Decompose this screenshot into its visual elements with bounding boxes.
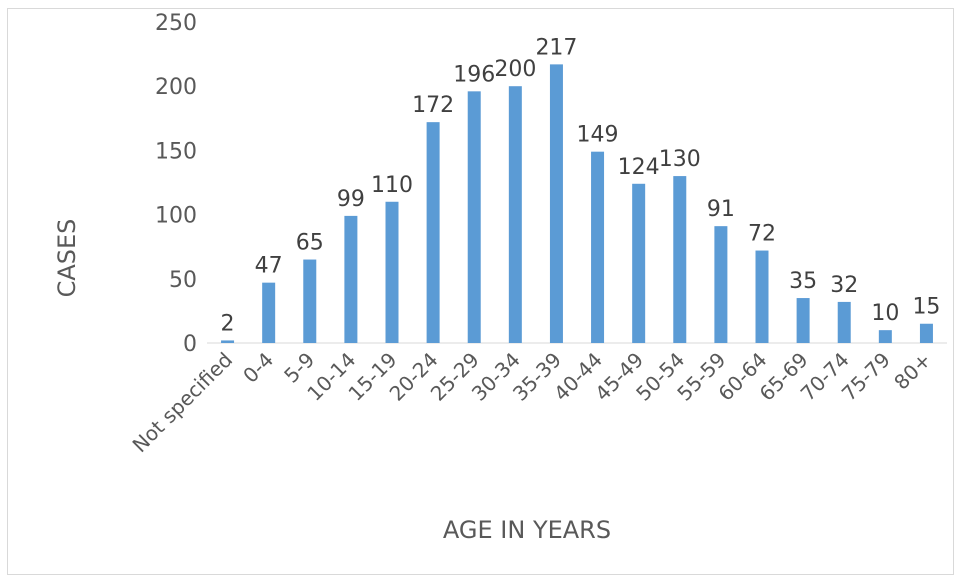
y-axis-ticks: 0 50 100 150 200 250: [155, 11, 197, 357]
bar: [837, 301, 851, 343]
bar: [714, 226, 728, 343]
y-tick-label: 100: [155, 204, 197, 229]
bar: [755, 250, 769, 343]
data-label: 47: [255, 254, 283, 279]
y-tick-label: 250: [155, 11, 197, 36]
data-label: 196: [453, 62, 495, 87]
bar: [303, 259, 317, 343]
bar: [919, 323, 933, 343]
x-axis-ticks: Not specified 0-4 5-910-1415-1920-2425-293…: [128, 348, 936, 458]
data-label: 72: [748, 222, 776, 247]
bar: [796, 298, 810, 343]
data-label: 2: [221, 311, 235, 336]
bar: [221, 340, 235, 343]
x-axis-title: AGE IN YEARS: [443, 516, 611, 544]
y-tick-label: 50: [169, 268, 197, 293]
x-tick-label: Not specified: [128, 348, 238, 458]
bar: [878, 330, 892, 343]
bar: [591, 151, 605, 343]
bar: [426, 122, 440, 343]
bar: [508, 86, 522, 343]
y-axis-title: CASES: [53, 219, 81, 298]
data-label: 200: [494, 57, 536, 82]
data-label: 65: [296, 231, 324, 256]
x-tick-label: 80+: [889, 348, 936, 395]
y-tick-label: 200: [155, 75, 197, 100]
bars: [221, 64, 933, 343]
data-label: 91: [707, 197, 735, 222]
data-label: 149: [577, 123, 619, 148]
x-tick-label: 0-4: [238, 348, 278, 388]
data-label: 130: [659, 147, 701, 172]
data-label: 172: [412, 93, 454, 118]
data-label: 32: [830, 273, 858, 298]
data-label: 124: [618, 155, 660, 180]
data-label: 15: [912, 295, 940, 320]
data-label: 10: [871, 301, 899, 326]
data-label: 99: [337, 187, 365, 212]
x-tick-label: 75-79: [837, 348, 895, 406]
bar: [549, 64, 563, 343]
y-tick-label: 0: [183, 332, 197, 357]
bar: [344, 215, 358, 343]
bar: [262, 282, 276, 343]
bar: [673, 176, 687, 343]
y-tick-label: 150: [155, 139, 197, 164]
data-label: 217: [535, 35, 577, 60]
bar: [467, 91, 481, 343]
data-label: 110: [371, 173, 413, 198]
data-label: 35: [789, 269, 817, 294]
bar: [632, 183, 646, 343]
bar: [385, 201, 399, 343]
